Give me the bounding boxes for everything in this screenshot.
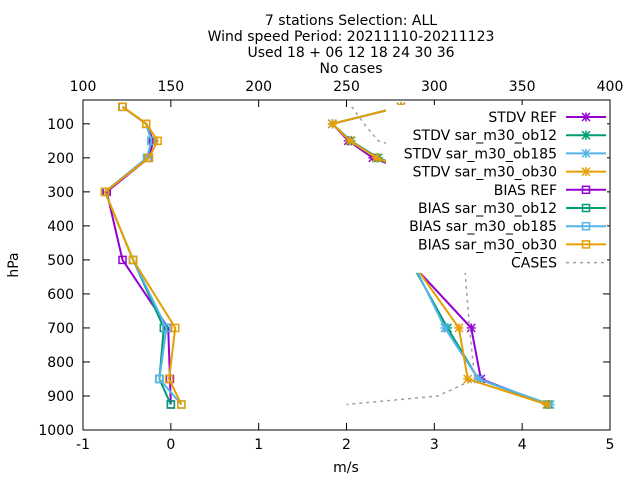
x-tick-label: -1 [76,437,90,453]
legend-entry: CASES [511,256,606,272]
legend-label: STDV REF [488,110,557,126]
data-point [170,323,180,333]
x2-tick-label: 400 [597,79,624,95]
data-point [581,148,591,158]
x2-tick-label: 250 [333,79,360,95]
y-tick-label: 400 [47,219,74,235]
y-tick-label: 800 [47,355,74,371]
data-point [153,136,162,146]
data-point [454,323,464,333]
data-point [118,255,127,265]
legend-entry: STDV sar_m30_ob12 [413,128,606,144]
x-tick-label: 3 [430,437,439,453]
legend-entry: BIAS sar_m30_ob185 [409,219,606,235]
data-point [144,153,154,163]
x-axis-label: m/s [333,460,359,476]
legend-entry: BIAS sar_m30_ob30 [418,237,606,253]
title-line-3: Used 18 + 06 12 18 24 30 36 [247,45,454,61]
y-tick-label: 500 [47,253,74,269]
series-line [103,105,183,405]
series-7 [100,102,186,409]
x-tick-label: 4 [518,437,527,453]
legend-label: STDV sar_m30_ob185 [404,146,557,162]
y-tick-label: 100 [47,117,74,133]
x2-tick-label: 300 [421,79,448,95]
data-point [147,136,156,146]
data-point [164,374,174,384]
data-point [581,240,591,249]
title-line-1: 7 stations Selection: ALL [265,13,437,29]
data-point [440,323,450,333]
legend-label: BIAS sar_m30_ob12 [418,201,557,217]
data-point [473,374,483,384]
data-point [118,102,127,112]
legend-label: STDV sar_m30_ob30 [413,165,557,181]
legend-entry: BIAS sar_m30_ob12 [418,201,606,217]
data-point [128,255,138,265]
data-point [162,323,171,333]
data-point [542,399,552,410]
data-point [581,130,591,140]
x-tick-label: 1 [254,437,263,453]
data-point [327,119,337,129]
y-tick-label: 200 [47,151,74,167]
legend-entry: STDV sar_m30_ob30 [413,165,606,181]
y-tick-label: 700 [47,321,74,337]
legend-label: BIAS REF [494,183,557,199]
data-point [463,374,473,384]
title-line-4: No cases [320,61,383,77]
legend-entry: STDV REF [488,110,606,126]
data-point [177,400,186,409]
data-point [166,400,176,409]
legend-label: BIAS sar_m30_ob30 [418,237,557,253]
data-point [581,112,591,122]
x-tick-label: 0 [166,437,175,453]
y-tick-label: 600 [47,287,74,303]
x2-tick-label: 200 [245,79,272,95]
y-axis-label: hPa [6,252,22,277]
legend-entry: STDV sar_m30_ob185 [404,146,606,162]
data-point [100,187,110,197]
chart-title: 7 stations Selection: ALL Wind speed Per… [208,13,495,77]
y-tick-label: 900 [47,389,74,405]
data-point [581,221,591,231]
x2-tick-label: 100 [70,79,97,95]
data-point [371,153,381,163]
y-tick-label: 1000 [38,423,74,439]
data-point [345,136,355,146]
title-line-2: Wind speed Period: 20211110-20211123 [208,29,495,45]
data-point [581,203,591,213]
data-point [155,374,164,384]
data-point [581,185,591,195]
data-point [581,167,591,177]
legend-label: BIAS sar_m30_ob185 [409,219,557,235]
x2-tick-label: 350 [509,79,536,95]
legend-entry: BIAS REF [494,183,606,199]
legend-label: STDV sar_m30_ob12 [413,128,557,144]
tick-labels: -1 0 1 2 3 4 5 100 150 200 250 300 350 400 100 200 300 40… [38,79,623,453]
data-point [466,323,476,333]
x-tick-label: 2 [342,437,351,453]
legend: STDV REF STDV sar_m30_ob12 STDV sar_m30_ob… [386,105,607,273]
x2-tick-label: 150 [157,79,184,95]
legend-label: CASES [511,256,557,272]
x-tick-label: 5 [606,437,615,453]
data-point [141,119,151,129]
y-tick-label: 300 [47,185,74,201]
